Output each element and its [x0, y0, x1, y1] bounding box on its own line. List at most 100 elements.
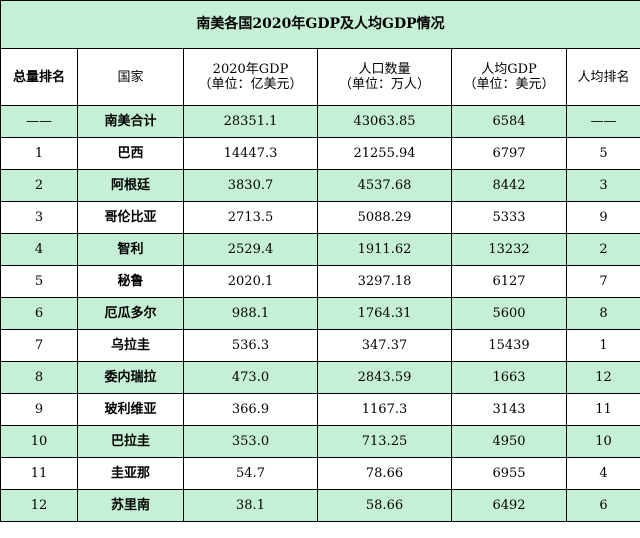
cell-gdp-per-capita: 5600	[451, 297, 567, 330]
header-gdp-label: 2020年GDP	[212, 62, 289, 77]
cell-population: 58.66	[317, 489, 452, 522]
table-title: 南美各国2020年GDP及人均GDP情况	[0, 0, 640, 49]
header-gdp-per-capita-unit: （单位：美元）	[463, 77, 555, 92]
cell-total-rank: 4	[0, 233, 78, 266]
gdp-table: 南美各国2020年GDP及人均GDP情况 总量排名 国家 2020年GDP （单…	[0, 0, 640, 522]
cell-total-rank: 1	[0, 137, 78, 170]
cell-gdp: 28351.1	[183, 105, 318, 138]
cell-population: 78.66	[317, 457, 452, 490]
cell-population: 347.37	[317, 329, 452, 362]
cell-total-rank: 7	[0, 329, 78, 362]
cell-total-rank: ——	[0, 105, 78, 138]
cell-population: 3297.18	[317, 265, 452, 298]
cell-population: 5088.29	[317, 201, 452, 234]
cell-gdp-per-capita: 6492	[451, 489, 567, 522]
cell-total-rank: 11	[0, 457, 78, 490]
cell-per-capita-rank: 11	[565, 393, 640, 426]
cell-gdp: 3830.7	[183, 169, 318, 202]
cell-gdp: 473.0	[183, 361, 318, 394]
cell-gdp-per-capita: 3143	[451, 393, 567, 426]
cell-gdp: 2020.1	[183, 265, 318, 298]
table-row: 5 秘鲁 2020.1 3297.18 6127 7	[0, 265, 640, 298]
cell-country: 秘鲁	[77, 265, 184, 298]
table-row: 10 巴拉圭 353.0 713.25 4950 10	[0, 425, 640, 458]
cell-per-capita-rank: 5	[565, 137, 640, 170]
cell-population: 43063.85	[317, 105, 452, 138]
table-row: 9 玻利维亚 366.9 1167.3 3143 11	[0, 393, 640, 426]
cell-gdp: 38.1	[183, 489, 318, 522]
cell-population: 1764.31	[317, 297, 452, 330]
header-country-label: 国家	[117, 69, 144, 85]
cell-country: 厄瓜多尔	[77, 297, 184, 330]
header-row: 总量排名 国家 2020年GDP （单位：亿美元） 人口数量 （单位：万人） 人…	[0, 48, 640, 106]
table-row: 7 乌拉圭 536.3 347.37 15439 1	[0, 329, 640, 362]
cell-gdp-per-capita: 13232	[451, 233, 567, 266]
table-row: 11 圭亚那 54.7 78.66 6955 4	[0, 457, 640, 490]
cell-gdp-per-capita: 4950	[451, 425, 567, 458]
cell-gdp: 536.3	[183, 329, 318, 362]
cell-gdp: 988.1	[183, 297, 318, 330]
cell-per-capita-rank: 4	[565, 457, 640, 490]
cell-gdp-per-capita: 5333	[451, 201, 567, 234]
cell-per-capita-rank: 2	[565, 233, 640, 266]
cell-per-capita-rank: 12	[565, 361, 640, 394]
header-per-capita-rank: 人均排名	[565, 48, 640, 106]
cell-gdp-per-capita: 6955	[451, 457, 567, 490]
header-total-rank-label: 总量排名	[12, 69, 65, 85]
table-row: 2 阿根廷 3830.7 4537.68 8442 3	[0, 169, 640, 202]
cell-per-capita-rank: 9	[565, 201, 640, 234]
cell-gdp: 2713.5	[183, 201, 318, 234]
cell-gdp-per-capita: 6584	[451, 105, 567, 138]
header-country: 国家	[77, 48, 184, 106]
cell-total-rank: 6	[0, 297, 78, 330]
cell-country: 乌拉圭	[77, 329, 184, 362]
cell-country: 圭亚那	[77, 457, 184, 490]
cell-per-capita-rank: 8	[565, 297, 640, 330]
cell-total-rank: 9	[0, 393, 78, 426]
cell-per-capita-rank: 1	[565, 329, 640, 362]
cell-population: 2843.59	[317, 361, 452, 394]
cell-gdp-per-capita: 1663	[451, 361, 567, 394]
header-population-unit: （单位：万人）	[338, 77, 430, 92]
cell-gdp: 14447.3	[183, 137, 318, 170]
cell-country: 智利	[77, 233, 184, 266]
cell-gdp-per-capita: 8442	[451, 169, 567, 202]
header-per-capita-rank-label: 人均排名	[577, 69, 630, 85]
cell-total-rank: 10	[0, 425, 78, 458]
cell-per-capita-rank: 7	[565, 265, 640, 298]
cell-total-rank: 3	[0, 201, 78, 234]
cell-gdp: 54.7	[183, 457, 318, 490]
cell-population: 21255.94	[317, 137, 452, 170]
header-gdp-per-capita: 人均GDP （单位：美元）	[451, 48, 567, 106]
table-row: —— 南美合计 28351.1 43063.85 6584 ——	[0, 105, 640, 138]
cell-per-capita-rank: 3	[565, 169, 640, 202]
table-row: 8 委内瑞拉 473.0 2843.59 1663 12	[0, 361, 640, 394]
table-row: 3 哥伦比亚 2713.5 5088.29 5333 9	[0, 201, 640, 234]
cell-total-rank: 2	[0, 169, 78, 202]
cell-population: 713.25	[317, 425, 452, 458]
cell-per-capita-rank: ——	[565, 105, 640, 138]
cell-country: 南美合计	[77, 105, 184, 138]
header-gdp: 2020年GDP （单位：亿美元）	[183, 48, 318, 106]
cell-country: 哥伦比亚	[77, 201, 184, 234]
header-gdp-unit: （单位：亿美元）	[198, 77, 303, 92]
header-gdp-per-capita-label: 人均GDP	[481, 62, 537, 77]
cell-gdp: 366.9	[183, 393, 318, 426]
cell-population: 1167.3	[317, 393, 452, 426]
cell-total-rank: 5	[0, 265, 78, 298]
table-row: 6 厄瓜多尔 988.1 1764.31 5600 8	[0, 297, 640, 330]
table-row: 12 苏里南 38.1 58.66 6492 6	[0, 489, 640, 522]
cell-country: 阿根廷	[77, 169, 184, 202]
cell-country: 巴拉圭	[77, 425, 184, 458]
header-population: 人口数量 （单位：万人）	[317, 48, 452, 106]
title-row: 南美各国2020年GDP及人均GDP情况	[0, 0, 640, 49]
header-population-label: 人口数量	[358, 62, 411, 77]
cell-country: 玻利维亚	[77, 393, 184, 426]
table-row: 1 巴西 14447.3 21255.94 6797 5	[0, 137, 640, 170]
cell-gdp-per-capita: 6797	[451, 137, 567, 170]
cell-gdp-per-capita: 6127	[451, 265, 567, 298]
cell-country: 苏里南	[77, 489, 184, 522]
cell-per-capita-rank: 6	[565, 489, 640, 522]
cell-total-rank: 12	[0, 489, 78, 522]
cell-country: 委内瑞拉	[77, 361, 184, 394]
